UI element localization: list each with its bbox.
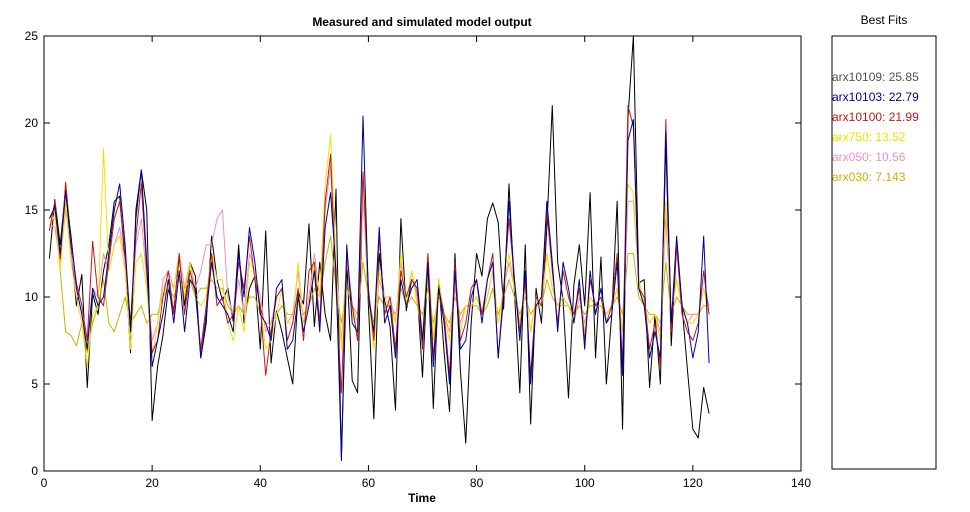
y-tick-label: 10 [25,290,39,304]
series-line-measured [48,35,710,462]
legend-box [831,35,937,470]
legend-entry: arx750: 13.52 [832,130,906,144]
legend-entry: arx050: 10.56 [832,150,906,164]
x-tick-label: 40 [254,476,268,490]
legend-entry: arx030: 7.143 [832,170,906,184]
y-tick-label: 25 [25,29,39,43]
y-tick-label: 5 [31,377,38,391]
y-tick-label: 0 [31,464,38,478]
legend-title: Best Fits [861,13,908,27]
x-tick-label: 60 [362,476,376,490]
plot-frame [43,35,802,472]
x-axis: 0 20 40 60 80 100 120 140 [41,36,811,490]
x-tick-label: 120 [683,476,703,490]
legend-entry: arx10103: 22.79 [832,90,919,104]
x-tick-label: 80 [470,476,484,490]
x-tick-label: 0 [41,476,48,490]
x-axis-label: Time [408,491,436,505]
x-tick-label: 140 [791,476,811,490]
plot-area: 0 20 40 60 80 100 120 140 0 5 10 15 20 25 [25,29,812,490]
x-tick-label: 100 [575,476,595,490]
legend-entry: arx10109: 25.85 [832,70,919,84]
series-line-arx10103 [48,115,710,458]
series-layer [48,35,710,462]
y-tick-label: 20 [25,116,39,130]
x-tick-label: 20 [145,476,159,490]
legend: arx10109: 25.85 arx10103: 22.79 arx10100: … [832,70,919,184]
chart-title: Measured and simulated model output [312,15,531,29]
legend-entry: arx10100: 21.99 [832,110,919,124]
y-axis: 0 5 10 15 20 25 [25,29,801,478]
y-tick-label: 15 [25,203,39,217]
